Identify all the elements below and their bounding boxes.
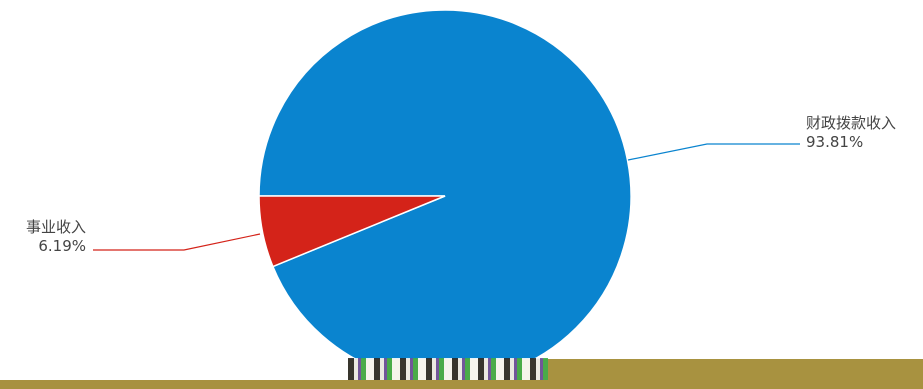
slice-percent-business: 6.19% (38, 237, 86, 255)
slice-label-fiscal: 财政拨款收入 (806, 114, 896, 132)
pie-slices (258, 9, 632, 383)
footer-bar (0, 380, 923, 389)
slice-percent-fiscal: 93.81% (806, 133, 863, 151)
leader-lines (93, 143, 800, 251)
slice-business (258, 195, 446, 268)
leader-line-fiscal (627, 143, 800, 161)
slice-label-business: 事业收入 (26, 218, 86, 236)
leader-line-business (93, 233, 261, 251)
